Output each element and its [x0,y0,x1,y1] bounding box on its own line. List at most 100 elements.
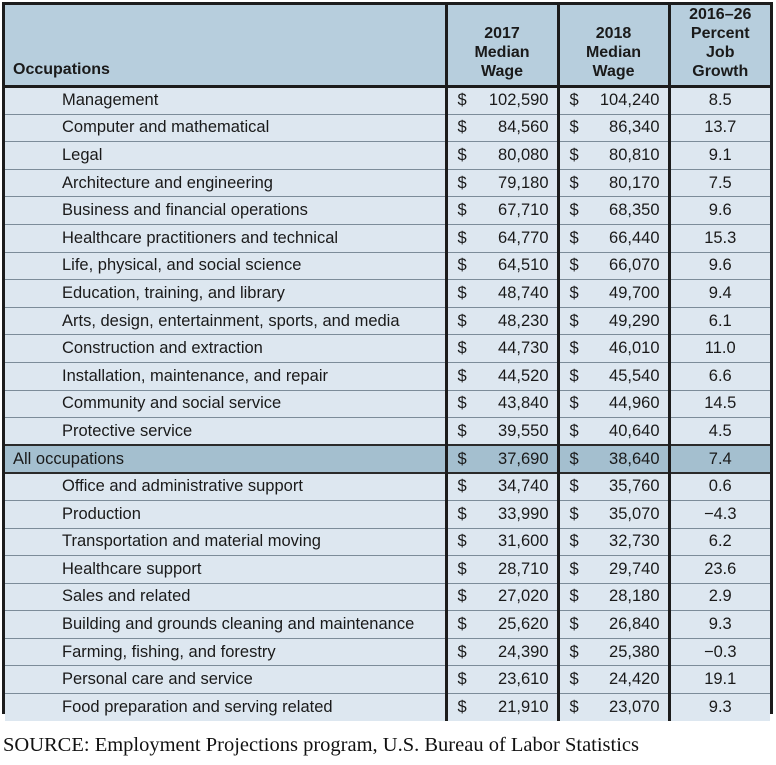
wage-2017-cell: $79,180 [444,169,558,198]
currency-symbol: $ [457,256,467,275]
occupation-cell: All occupations [5,444,446,474]
wage-2018-cell: $35,760 [556,472,669,501]
wage-value: 28,710 [498,559,549,578]
table-row: Personal care and service $23,610 $24,420 1… [5,665,770,695]
currency-symbol: $ [569,201,579,220]
table-row: Business and financial operations $67,710… [5,196,770,225]
job-growth-cell: 11.0 [667,334,770,363]
job-growth-cell: 7.5 [667,169,770,198]
wage-value: 39,550 [498,421,549,440]
wage-value: 23,610 [498,670,549,689]
job-growth-cell: 8.5 [667,86,770,115]
job-growth-cell: 9.3 [667,693,770,722]
job-growth-cell: 19.1 [667,665,770,695]
wage-value: 34,740 [498,477,549,496]
wage-growth-table: Occupations 2017 Median Wage 2018 Median… [5,5,770,722]
table-row: Community and social service $43,840 $44,9… [5,390,770,419]
wage-2017-cell: $31,600 [444,528,558,557]
occupation-cell: Healthcare practitioners and technical [5,224,446,253]
wage-2018-cell: $49,700 [556,279,669,308]
wage-value: 44,520 [498,366,549,385]
currency-symbol: $ [569,145,579,164]
header-line: Median [585,44,642,61]
wage-value: 102,590 [488,91,549,110]
currency-symbol: $ [457,642,467,661]
job-growth-cell: 9.1 [667,141,770,170]
wage-value: 23,070 [609,698,660,717]
wage-2017-cell: $34,740 [444,472,558,501]
occupation-cell: Legal [5,141,446,170]
wage-value: 80,080 [498,145,549,164]
wage-2018-cell: $45,540 [556,362,669,391]
currency-symbol: $ [457,311,467,330]
table-row: Food preparation and serving related $21,… [5,693,770,722]
currency-symbol: $ [569,339,579,358]
currency-symbol: $ [457,283,467,302]
table-row: Production $33,990 $35,070 −4.3 [5,500,770,529]
wage-2017-cell: $64,510 [444,252,558,281]
currency-symbol: $ [457,228,467,247]
job-growth-cell: 14.5 [667,390,770,419]
occupation-cell: Installation, maintenance, and repair [5,362,446,391]
table-row: Architecture and engineering $79,180 $80,1… [5,169,770,198]
wage-2017-cell: $21,910 [444,693,558,722]
occupation-cell: Arts, design, entertainment, sports, and… [5,307,446,336]
job-growth-cell: 4.5 [667,417,770,446]
occupation-cell: Transportation and material moving [5,528,446,557]
header-line: 2017 [484,25,520,42]
occupation-cell: Sales and related [5,583,446,612]
table-row: Installation, maintenance, and repair $44… [5,362,770,391]
currency-symbol: $ [457,670,467,689]
wage-value: 26,840 [609,615,660,634]
table-row: Farming, fishing, and forestry $24,390 $25… [5,638,770,667]
wage-value: 43,840 [498,394,549,413]
wage-value: 32,730 [609,532,660,551]
job-growth-cell: 6.1 [667,307,770,336]
occupation-cell: Business and financial operations [5,196,446,225]
wage-value: 80,810 [609,145,660,164]
wage-value: 86,340 [609,118,660,137]
wage-2017-cell: $102,590 [444,86,558,115]
table-row: Management $102,590 $104,240 8.5 [5,86,770,115]
wage-value: 33,990 [498,504,549,523]
job-growth-cell: 9.3 [667,610,770,639]
occupation-cell: Management [5,86,446,115]
occupation-cell: Protective service [5,417,446,446]
currency-symbol: $ [569,421,579,440]
wage-value: 31,600 [498,532,549,551]
header-line: 2018 [595,25,632,42]
currency-symbol: $ [569,504,579,523]
header-job-growth: 2016–26 Percent Job Growth [667,5,770,88]
wage-2018-cell: $40,640 [556,417,669,446]
currency-symbol: $ [569,256,579,275]
wage-2017-cell: $39,550 [444,417,558,446]
wage-2017-cell: $27,020 [444,583,558,612]
job-growth-cell: 6.6 [667,362,770,391]
wage-2018-cell: $68,350 [556,196,669,225]
wage-value: 68,350 [609,201,660,220]
currency-symbol: $ [569,228,579,247]
job-growth-cell: 13.7 [667,114,770,143]
header-line: Percent Job [690,25,750,61]
wage-2018-cell: $66,070 [556,252,669,281]
currency-symbol: $ [457,366,467,385]
wage-value: 44,730 [498,339,549,358]
currency-symbol: $ [457,698,467,717]
currency-symbol: $ [569,283,579,302]
occupation-cell: Construction and extraction [5,334,446,363]
currency-symbol: $ [569,91,579,110]
table-row: Sales and related $27,020 $28,180 2.9 [5,583,770,612]
wage-value: 67,710 [498,201,549,220]
currency-symbol: $ [457,118,467,137]
header-occupations: Occupations [5,5,446,88]
table-row: Computer and mathematical $84,560 $86,340 1… [5,114,770,143]
wage-value: 79,180 [498,173,549,192]
occupation-cell: Community and social service [5,390,446,419]
table-row: Legal $80,080 $80,810 9.1 [5,141,770,170]
job-growth-cell: 9.6 [667,252,770,281]
currency-symbol: $ [457,587,467,606]
wage-2018-cell: $26,840 [556,610,669,639]
wage-value: 29,740 [609,559,660,578]
currency-symbol: $ [569,366,579,385]
currency-symbol: $ [457,504,467,523]
